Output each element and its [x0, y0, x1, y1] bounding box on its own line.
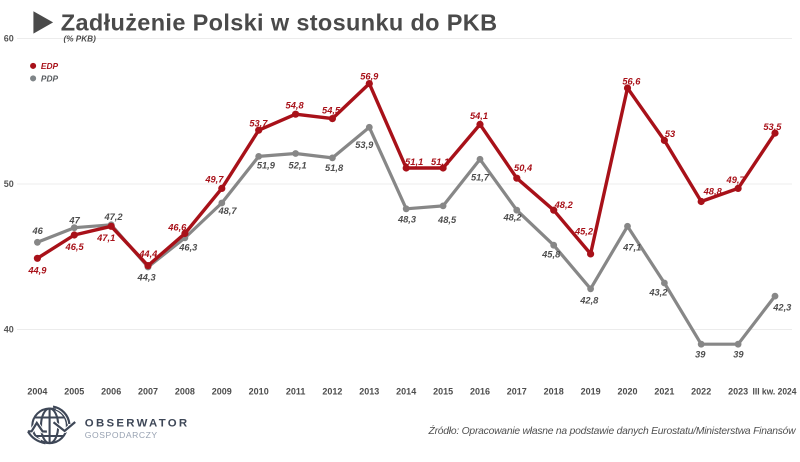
svg-text:2018: 2018	[544, 387, 564, 397]
svg-text:51,7: 51,7	[471, 173, 490, 183]
svg-text:Źródło: Opracowanie własne na: Źródło: Opracowanie własne na podstawie …	[428, 424, 797, 437]
svg-text:42,8: 42,8	[579, 296, 599, 306]
svg-text:2013: 2013	[359, 387, 379, 397]
svg-text:40: 40	[4, 325, 14, 335]
svg-text:2007: 2007	[138, 387, 158, 397]
svg-text:2017: 2017	[507, 387, 527, 397]
svg-text:2004: 2004	[27, 387, 47, 397]
svg-text:43,2: 43,2	[648, 288, 668, 298]
svg-text:50,4: 50,4	[514, 163, 533, 173]
svg-text:47: 47	[68, 215, 80, 225]
svg-text:48,2: 48,2	[554, 200, 574, 210]
svg-text:2009: 2009	[212, 387, 232, 397]
svg-text:PDP: PDP	[41, 73, 59, 83]
svg-text:(% PKB): (% PKB)	[64, 34, 97, 43]
svg-text:OBSERWATOR: OBSERWATOR	[85, 418, 190, 430]
svg-text:49,7: 49,7	[726, 175, 746, 185]
svg-text:2008: 2008	[175, 387, 195, 397]
svg-text:48,2: 48,2	[502, 212, 522, 222]
svg-text:EDP: EDP	[41, 61, 59, 71]
svg-text:51,1: 51,1	[405, 157, 423, 167]
svg-text:54,5: 54,5	[322, 105, 341, 115]
svg-text:2020: 2020	[617, 387, 637, 397]
svg-text:46: 46	[32, 226, 44, 236]
svg-text:45,8: 45,8	[541, 250, 561, 260]
svg-text:2021: 2021	[654, 387, 674, 397]
svg-text:48,8: 48,8	[703, 187, 723, 197]
svg-text:52,1: 52,1	[289, 161, 307, 171]
svg-text:53: 53	[665, 129, 676, 139]
svg-text:2010: 2010	[249, 387, 269, 397]
svg-text:2023: 2023	[728, 387, 748, 397]
svg-text:48,3: 48,3	[397, 214, 417, 224]
svg-text:2011: 2011	[286, 387, 306, 397]
svg-text:48,7: 48,7	[217, 206, 237, 216]
svg-text:45,2: 45,2	[574, 226, 594, 236]
svg-text:56,6: 56,6	[622, 77, 641, 87]
svg-text:2006: 2006	[101, 387, 121, 397]
svg-text:2014: 2014	[396, 387, 416, 397]
svg-text:39: 39	[695, 349, 706, 359]
svg-text:2019: 2019	[581, 387, 601, 397]
svg-text:2022: 2022	[691, 387, 711, 397]
svg-text:46,5: 46,5	[65, 242, 85, 252]
svg-text:50: 50	[4, 179, 14, 189]
svg-text:44,3: 44,3	[137, 272, 157, 282]
svg-text:46,6: 46,6	[167, 223, 187, 233]
svg-text:47,2: 47,2	[103, 212, 123, 222]
svg-text:47,1: 47,1	[96, 233, 115, 243]
svg-text:53,9: 53,9	[355, 140, 374, 150]
svg-text:49,7: 49,7	[204, 174, 224, 184]
svg-text:39: 39	[733, 349, 744, 359]
svg-text:GOSPODARCZY: GOSPODARCZY	[85, 430, 158, 440]
svg-text:2015: 2015	[433, 387, 453, 397]
svg-text:47,1: 47,1	[622, 242, 641, 252]
svg-text:53,7: 53,7	[249, 118, 268, 128]
svg-text:56,9: 56,9	[360, 72, 379, 82]
svg-text:54,1: 54,1	[470, 111, 488, 121]
svg-text:51,9: 51,9	[257, 160, 276, 170]
svg-text:III kw. 2024: III kw. 2024	[753, 387, 797, 397]
svg-text:2012: 2012	[322, 387, 342, 397]
svg-text:2016: 2016	[470, 387, 490, 397]
svg-text:46,3: 46,3	[178, 243, 198, 253]
svg-text:44,9: 44,9	[27, 266, 47, 276]
svg-text:2005: 2005	[64, 387, 84, 397]
svg-text:48,5: 48,5	[437, 215, 457, 225]
svg-text:51,1: 51,1	[431, 157, 449, 167]
svg-text:60: 60	[4, 34, 14, 44]
svg-text:54,8: 54,8	[286, 101, 305, 111]
svg-text:42,3: 42,3	[772, 303, 792, 313]
svg-text:51,8: 51,8	[325, 163, 344, 173]
svg-text:44,4: 44,4	[138, 249, 158, 259]
svg-text:53,5: 53,5	[763, 122, 782, 132]
svg-text:Zadłużenie Polski w stosunku d: Zadłużenie Polski w stosunku do PKB	[61, 10, 498, 36]
